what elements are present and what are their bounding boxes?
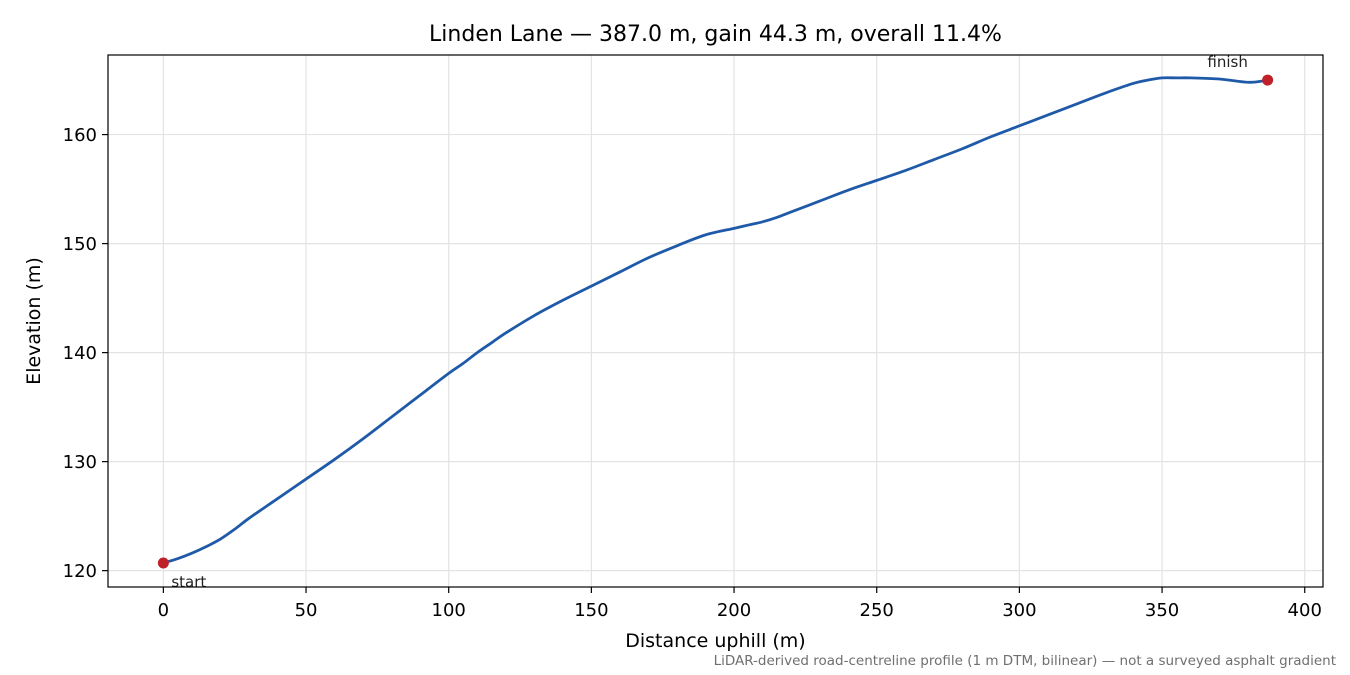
chart-title: Linden Lane — 387.0 m, gain 44.3 m, over… (429, 22, 1002, 47)
x-tick-label: 350 (1145, 600, 1179, 621)
x-tick-label: 200 (717, 600, 751, 621)
x-tick-label: 0 (158, 600, 169, 621)
x-tick-label: 400 (1288, 600, 1322, 621)
finish-label: finish (1207, 53, 1247, 71)
y-tick-label: 120 (63, 561, 97, 582)
x-tick-label: 150 (574, 600, 608, 621)
y-tick-label: 130 (63, 452, 97, 473)
footnote: LiDAR-derived road-centreline profile (1… (714, 653, 1336, 669)
start-label: start (171, 573, 206, 591)
x-tick-label: 100 (432, 600, 466, 621)
plot-frame (107, 54, 1324, 588)
elevation-profile-line (162, 76, 1268, 565)
y-tick-label: 150 (63, 234, 97, 255)
markers: start finish (157, 53, 1274, 591)
grid (108, 55, 1323, 587)
y-axis-label: Elevation (m) (23, 257, 45, 385)
x-axis-label: Distance uphill (m) (625, 630, 805, 652)
y-axis-ticks: 120 130 140 150 160 (63, 125, 108, 582)
start-marker (157, 557, 169, 569)
x-axis-ticks: 0 50 100 150 200 250 300 350 400 (158, 587, 1322, 621)
y-tick-label: 160 (63, 125, 97, 146)
x-tick-label: 50 (295, 600, 318, 621)
y-tick-label: 140 (63, 343, 97, 364)
x-tick-label: 250 (860, 600, 894, 621)
x-tick-label: 300 (1002, 600, 1036, 621)
finish-marker (1262, 74, 1274, 86)
